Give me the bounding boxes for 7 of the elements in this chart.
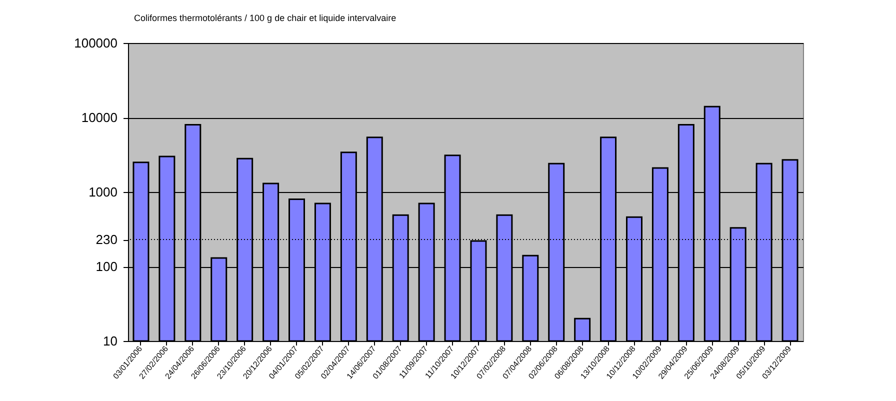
y-tick-label: 10 <box>103 334 118 348</box>
y-tick-label: 100000 <box>74 36 118 50</box>
y-tick-label: 1000 <box>88 184 118 200</box>
y-tick-label: 10000 <box>81 110 118 125</box>
y-tick-label: 100 <box>96 259 118 274</box>
y-tick-label: 230 <box>96 232 118 248</box>
chart-title: Coliformes thermotolérants / 100 g de chair et liquide intervalvaire <box>134 13 396 23</box>
